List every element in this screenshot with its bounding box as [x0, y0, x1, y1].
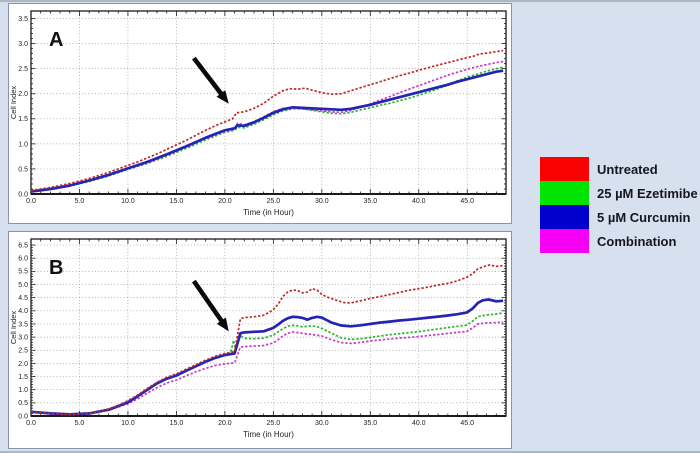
legend-item-ezetimibe: 25 µM Ezetimibe	[540, 181, 700, 205]
svg-text:20.0: 20.0	[218, 198, 232, 205]
svg-text:10.0: 10.0	[121, 198, 135, 205]
svg-text:5.0: 5.0	[75, 420, 85, 427]
axis-ticks	[30, 239, 507, 417]
svg-text:3.5: 3.5	[18, 321, 28, 328]
legend-label: 25 µM Ezetimibe	[597, 185, 698, 201]
series-line-25-m-ezetimibe	[30, 66, 504, 193]
svg-text:0.5: 0.5	[18, 166, 28, 173]
series-line-combination	[30, 60, 504, 192]
legend: Untreated 25 µM Ezetimibe 5 µM Curcumin …	[540, 157, 700, 253]
legend-label: 5 µM Curcumin	[597, 209, 691, 225]
svg-text:10.0: 10.0	[121, 420, 135, 427]
svg-text:2.5: 2.5	[18, 66, 28, 73]
svg-text:2.5: 2.5	[18, 348, 28, 355]
legend-item-combination: Combination	[540, 229, 700, 253]
svg-text:0.0: 0.0	[26, 198, 36, 205]
gridlines	[31, 11, 506, 194]
axis-ticks	[30, 11, 507, 195]
svg-text:3.0: 3.0	[18, 41, 28, 48]
svg-text:6.0: 6.0	[18, 256, 28, 263]
annotation-arrow	[191, 279, 229, 332]
svg-text:15.0: 15.0	[170, 198, 184, 205]
svg-text:0.0: 0.0	[18, 413, 28, 420]
svg-text:15.0: 15.0	[170, 420, 184, 427]
legend-label: Combination	[597, 233, 677, 249]
svg-text:1.0: 1.0	[18, 387, 28, 394]
chart-panel-a: 0.0 5.0 10.0 15.0 20.0 25.0 30.0 35.0 40.0 45.0 0.…	[8, 3, 512, 224]
series-line-untreated	[30, 264, 504, 416]
svg-text:35.0: 35.0	[363, 420, 377, 427]
svg-text:20.0: 20.0	[218, 420, 232, 427]
svg-text:5.0: 5.0	[18, 282, 28, 289]
x-axis-label: Time (in Hour)	[243, 208, 294, 217]
svg-text:40.0: 40.0	[412, 420, 426, 427]
svg-text:2.0: 2.0	[18, 361, 28, 368]
svg-text:4.5: 4.5	[18, 295, 28, 302]
svg-text:45.0: 45.0	[460, 198, 474, 205]
svg-text:0.5: 0.5	[18, 400, 28, 407]
x-axis-label: Time (in Hour)	[243, 430, 294, 439]
chart-A-svg: 0.0 5.0 10.0 15.0 20.0 25.0 30.0 35.0 40.0 45.0 0.…	[9, 10, 507, 217]
svg-text:0.0: 0.0	[18, 191, 28, 198]
panel-letter-B: B	[49, 257, 63, 279]
svg-text:5.0: 5.0	[75, 198, 85, 205]
svg-text:25.0: 25.0	[267, 198, 281, 205]
svg-text:5.5: 5.5	[18, 269, 28, 276]
bottom-border	[0, 451, 700, 453]
svg-text:35.0: 35.0	[363, 198, 377, 205]
series-line-25-m-ezetimibe	[30, 312, 504, 416]
legend-item-curcumin: 5 µM Curcumin	[540, 205, 700, 229]
svg-text:0.0: 0.0	[26, 420, 36, 427]
annotation-arrow	[192, 56, 229, 104]
gridlines	[31, 239, 506, 416]
top-border	[0, 0, 700, 2]
ezetimibe-swatch	[540, 181, 589, 205]
untreated-swatch	[540, 157, 589, 181]
svg-text:40.0: 40.0	[412, 198, 426, 205]
series-line-combination	[30, 321, 504, 416]
legend-item-untreated: Untreated	[540, 157, 700, 181]
svg-text:2.0: 2.0	[18, 91, 28, 98]
series-line-5-m-curcumin	[30, 298, 504, 416]
y-axis-label: Cell Index	[9, 86, 18, 120]
chart-B-svg: 0.0 5.0 10.0 15.0 20.0 25.0 30.0 35.0 40.0 45.0 0.…	[9, 238, 507, 439]
svg-text:4.0: 4.0	[18, 308, 28, 315]
series-line-untreated	[30, 49, 504, 192]
svg-text:45.0: 45.0	[460, 420, 474, 427]
curcumin-swatch	[540, 205, 589, 229]
tick-labels: 0.0 5.0 10.0 15.0 20.0 25.0 30.0 35.0 40.0 45.0 0.…	[18, 16, 474, 205]
svg-text:6.5: 6.5	[18, 242, 28, 249]
svg-text:3.5: 3.5	[18, 16, 28, 23]
svg-text:30.0: 30.0	[315, 420, 329, 427]
combination-swatch	[540, 229, 589, 253]
panel-letter-A: A	[49, 29, 63, 51]
svg-text:3.0: 3.0	[18, 334, 28, 341]
chart-panel-b: 0.0 5.0 10.0 15.0 20.0 25.0 30.0 35.0 40.0 45.0 0.…	[8, 231, 512, 449]
plot-frame	[30, 10, 507, 195]
svg-text:30.0: 30.0	[315, 198, 329, 205]
svg-text:1.5: 1.5	[18, 374, 28, 381]
y-axis-label: Cell Index	[9, 311, 18, 345]
svg-text:25.0: 25.0	[267, 420, 281, 427]
legend-label: Untreated	[597, 161, 658, 177]
svg-text:1.5: 1.5	[18, 116, 28, 123]
svg-text:1.0: 1.0	[18, 141, 28, 148]
tick-labels: 0.0 5.0 10.0 15.0 20.0 25.0 30.0 35.0 40.0 45.0 0.…	[18, 242, 474, 427]
series-line-5-m-curcumin	[30, 69, 504, 193]
